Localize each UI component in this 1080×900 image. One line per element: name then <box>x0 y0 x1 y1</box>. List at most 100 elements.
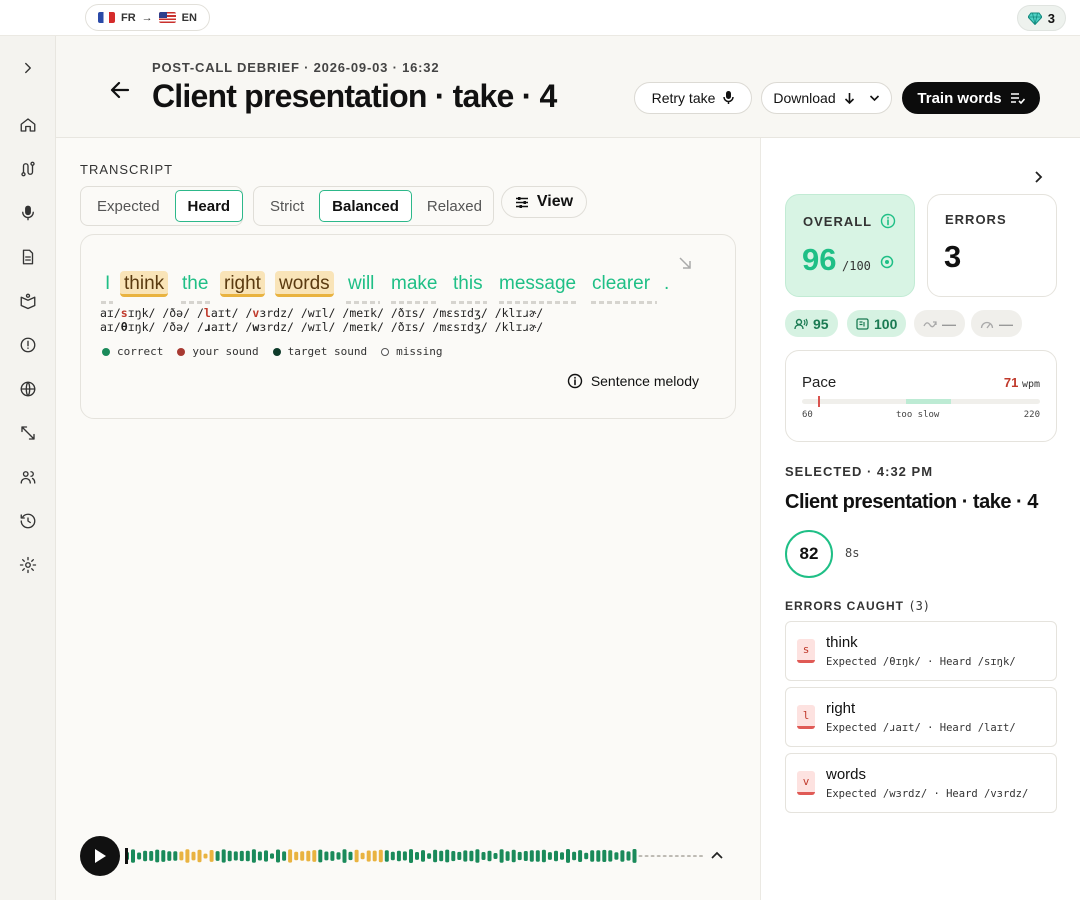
word-token-error[interactable]: words <box>275 271 334 297</box>
word-underline <box>391 301 439 304</box>
waveform-bar <box>245 850 250 862</box>
word-token[interactable]: the <box>182 273 209 294</box>
error-item[interactable]: l right Expected /ɹaɪt/ · Heard /laɪt/ <box>785 687 1057 747</box>
pace-target-range <box>906 399 951 404</box>
strictness-switch: Strict Balanced Relaxed <box>253 186 494 226</box>
waveform-bar <box>650 855 655 857</box>
accuracy-score-chip[interactable]: 100 <box>847 310 907 337</box>
word-token[interactable]: clearer <box>592 273 651 294</box>
play-button[interactable] <box>80 836 120 876</box>
arrows-icon[interactable] <box>17 422 39 444</box>
waveform-bar <box>348 851 353 861</box>
language-pair-selector[interactable]: FR → EN <box>85 4 210 31</box>
overall-denominator: /100 <box>842 259 871 273</box>
route-icon[interactable] <box>17 158 39 180</box>
back-arrow-icon[interactable] <box>108 78 132 102</box>
waveform-bar <box>699 855 703 857</box>
waveform-bar <box>221 849 226 863</box>
errors-count-card[interactable]: ERRORS 3 <box>927 194 1057 297</box>
tab-balanced[interactable]: Balanced <box>319 190 412 222</box>
ipa-segment: ɜrdz/ /wɪl/ /meɪk/ /ðɪs/ /mɛsɪdʒ/ /klɪɹɚ… <box>259 306 544 320</box>
waveform-bar <box>155 849 160 863</box>
alert-circle-icon[interactable] <box>17 334 39 356</box>
users-icon[interactable] <box>17 466 39 488</box>
view-label: View <box>536 193 574 210</box>
waveform-bar <box>336 852 341 860</box>
legend-dot <box>102 347 110 356</box>
tab-expected[interactable]: Expected <box>97 197 160 215</box>
microphone-icon <box>723 91 735 104</box>
globe-icon[interactable] <box>17 378 39 400</box>
ipa-your-sound: v <box>252 306 260 320</box>
waveform-bar <box>233 851 238 861</box>
overall-score-card[interactable]: OVERALL 96 /100 <box>785 194 915 297</box>
sidebar <box>0 36 56 900</box>
error-item[interactable]: v words Expected /wɜrdz/ · Heard /vɜrdz/ <box>785 753 1057 813</box>
audio-waveform[interactable] <box>124 846 704 866</box>
book-icon[interactable] <box>17 290 39 312</box>
waveform-bar <box>288 849 293 863</box>
waveform-bar <box>137 852 142 860</box>
tab-relaxed[interactable]: Relaxed <box>426 197 482 215</box>
train-words-button[interactable]: Train words <box>902 82 1040 114</box>
word-token-error[interactable]: think <box>120 271 169 297</box>
download-button[interactable]: Download <box>761 82 892 114</box>
waveform-playhead[interactable] <box>125 848 128 864</box>
intonation-score-chip[interactable]: — <box>914 310 965 337</box>
waveform-bar <box>481 852 486 860</box>
chevron-right-icon[interactable] <box>17 57 39 79</box>
waveform-bar <box>409 849 413 863</box>
sentence-melody-button[interactable]: Sentence melody <box>567 373 699 389</box>
word-token[interactable]: message <box>499 273 577 294</box>
ipa-your-sound: s <box>120 306 128 320</box>
selected-take-score[interactable]: 82 <box>785 530 833 578</box>
expand-diagonal-icon[interactable] <box>677 255 693 271</box>
history-icon[interactable] <box>17 510 39 532</box>
word-token[interactable]: will <box>348 273 375 294</box>
errors-count: 3 <box>944 239 962 274</box>
ipa-target-sound: θ <box>120 320 128 334</box>
speed-score-chip[interactable]: — <box>971 310 1022 337</box>
error-word: right <box>826 700 856 717</box>
gems-counter[interactable]: 3 <box>1016 5 1066 31</box>
waveform-bar <box>505 851 510 861</box>
waveform-bar <box>517 851 522 861</box>
view-options-button[interactable]: View <box>501 186 587 218</box>
waveform-bar <box>360 852 365 860</box>
microphone-icon[interactable] <box>17 202 39 224</box>
errors-label: ERRORS <box>945 212 1007 227</box>
chevron-right-icon[interactable] <box>1031 170 1045 184</box>
ipa-segment: aɪt/ / <box>210 306 253 320</box>
home-icon[interactable] <box>17 114 39 136</box>
summary-panel: OVERALL 96 /100 ERRORS 3 95 100 — — Pace… <box>760 138 1080 900</box>
legend-label: correct <box>117 345 164 358</box>
ipa-heard-row: aɪ/sɪŋk/ /ðə/ /laɪt/ /vɜrdz/ /wɪl/ /meɪk… <box>100 306 543 320</box>
tab-strict[interactable]: Strict <box>270 197 305 215</box>
document-icon[interactable] <box>17 246 39 268</box>
waveform-bar <box>161 850 166 862</box>
chevron-up-icon[interactable] <box>710 849 724 863</box>
waveform-bar <box>614 852 619 860</box>
pace-track <box>802 396 1040 407</box>
word-token[interactable]: I <box>105 273 111 294</box>
waveform-bar <box>421 850 425 862</box>
word-token[interactable]: this <box>453 273 483 294</box>
list-check-icon <box>1010 93 1025 104</box>
info-icon[interactable] <box>880 213 896 229</box>
word-token[interactable]: make <box>391 273 438 294</box>
fluency-score-chip[interactable]: 95 <box>785 310 838 337</box>
gear-icon[interactable] <box>17 554 39 576</box>
error-item[interactable]: s think Expected /θɪŋk/ · Heard /sɪŋk/ <box>785 621 1057 681</box>
waveform-bar <box>439 850 444 862</box>
ipa-segment: aɪt/ / <box>210 320 253 334</box>
word-token[interactable]: . <box>664 273 670 294</box>
word-token-error[interactable]: right <box>220 271 265 297</box>
retry-take-button[interactable]: Retry take <box>634 82 752 114</box>
waveform-bar <box>173 851 178 861</box>
chip-value: — <box>942 315 956 332</box>
waveform-bar <box>372 850 377 862</box>
error-sound-badge: v <box>797 771 815 795</box>
target-icon <box>880 255 894 269</box>
tab-heard[interactable]: Heard <box>174 190 244 222</box>
download-arrow-icon <box>844 92 854 104</box>
